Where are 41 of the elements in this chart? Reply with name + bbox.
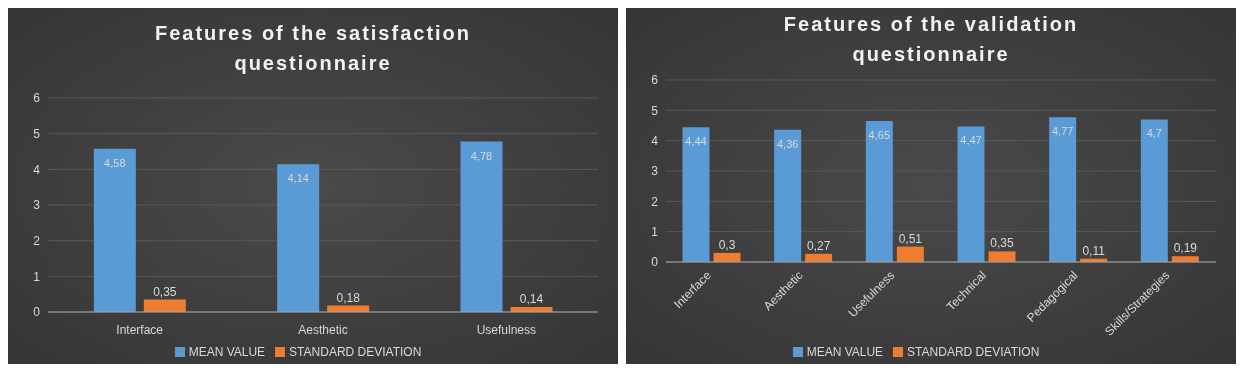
legend-label: STANDARD DEVIATION: [289, 345, 422, 359]
data-label: 4,65: [868, 128, 891, 141]
data-label: 0,35: [990, 236, 1014, 251]
y-tick-label: 5: [33, 126, 41, 141]
data-label: 4,14: [287, 172, 309, 185]
y-tick-label: 3: [651, 164, 659, 179]
data-label: 4,44: [685, 135, 707, 148]
y-tick-label: 0: [33, 305, 41, 320]
data-label: 4,78: [470, 149, 493, 162]
data-label: 4,36: [776, 137, 799, 150]
data-label: 0,19: [1173, 241, 1198, 256]
data-label: 0,51: [898, 231, 923, 246]
data-label: 4,47: [960, 134, 982, 147]
y-tick-label: 4: [651, 133, 659, 148]
data-label: 0,35: [153, 284, 177, 299]
x-tick-label: Usefulness: [476, 323, 537, 337]
chart-title: Features of the satisfaction questionnaire: [153, 21, 473, 76]
data-label: 0,27: [806, 238, 831, 253]
y-tick-label: 4: [33, 162, 41, 177]
y-tick-label: 0: [651, 255, 659, 270]
chart-title: Features of the validation questionnaire: [782, 12, 1080, 67]
x-tick-label: Interface: [116, 323, 164, 337]
legend-label: STANDARD DEVIATION: [907, 345, 1040, 359]
data-label: 0,3: [718, 237, 736, 252]
y-tick-label: 3: [33, 198, 41, 213]
data-label: 4,58: [104, 156, 126, 169]
y-tick-label: 1: [651, 224, 659, 239]
y-tick-label: 5: [651, 103, 659, 118]
y-tick-label: 1: [33, 269, 41, 284]
data-label: 0,18: [336, 290, 361, 305]
y-tick-label: 6: [33, 91, 41, 106]
data-label: 0,14: [519, 292, 544, 307]
legend-label: MEAN VALUE: [806, 345, 884, 359]
x-tick-label: Aesthetic: [298, 323, 348, 337]
data-label: 4,7: [1146, 127, 1162, 140]
legend-label: MEAN VALUE: [188, 345, 266, 359]
y-tick-label: 2: [33, 233, 41, 248]
data-label: 4,77: [1051, 125, 1074, 138]
data-label: 0,11: [1082, 243, 1106, 258]
y-tick-label: 6: [651, 73, 659, 88]
y-tick-label: 2: [651, 194, 659, 209]
